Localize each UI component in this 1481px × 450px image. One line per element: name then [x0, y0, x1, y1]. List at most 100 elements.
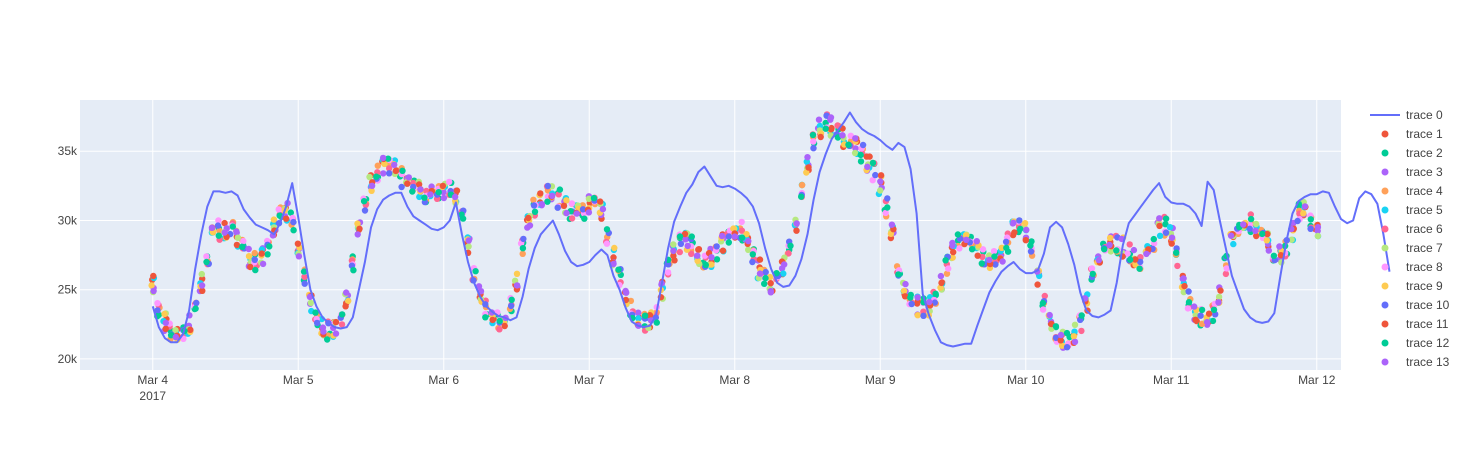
legend-item[interactable]: trace 6	[1381, 222, 1444, 236]
data-point	[877, 187, 884, 194]
data-point	[251, 249, 258, 257]
data-point	[266, 243, 273, 250]
data-point	[229, 223, 236, 230]
data-point	[440, 189, 447, 196]
data-point	[738, 227, 746, 234]
data-point	[368, 187, 375, 194]
data-point	[507, 302, 515, 310]
data-point	[1130, 246, 1138, 254]
series-trace-13	[150, 114, 1322, 346]
legend-marker-swatch	[1381, 301, 1389, 309]
data-point	[635, 309, 642, 316]
data-point	[1314, 224, 1322, 231]
data-point	[573, 210, 580, 217]
legend-item[interactable]: trace 4	[1381, 184, 1444, 198]
data-point	[380, 170, 387, 177]
legend-item[interactable]: trace 7	[1381, 241, 1444, 255]
data-point	[544, 198, 551, 205]
data-point	[549, 192, 556, 199]
data-point	[1150, 235, 1158, 243]
data-point	[1222, 270, 1230, 278]
legend-item[interactable]: trace 12	[1381, 336, 1450, 350]
data-point	[513, 282, 521, 289]
data-point	[563, 209, 570, 217]
legend-item[interactable]: trace 8	[1381, 260, 1444, 274]
data-point	[161, 310, 168, 318]
data-point	[154, 307, 161, 314]
legend-item[interactable]: trace 13	[1381, 355, 1450, 369]
legend-marker-swatch	[1381, 168, 1389, 176]
legend-label: trace 2	[1406, 146, 1443, 160]
data-point	[968, 246, 976, 253]
data-point	[465, 237, 472, 244]
legend-item[interactable]: trace 10	[1381, 298, 1450, 312]
data-point	[150, 287, 157, 295]
y-tick-label: 35k	[58, 144, 78, 158]
data-point	[295, 253, 303, 260]
data-point	[611, 244, 618, 252]
data-point	[1124, 250, 1131, 257]
legend-item[interactable]: trace 1	[1381, 127, 1444, 141]
data-point	[1106, 241, 1113, 249]
legend-item[interactable]: trace 5	[1381, 203, 1444, 217]
data-point	[472, 268, 479, 275]
data-point	[1265, 247, 1273, 254]
series-trace-12	[154, 125, 1315, 343]
x-tick-label: Mar 10	[1007, 373, 1045, 387]
data-point	[538, 201, 545, 208]
data-point	[817, 133, 824, 141]
data-point	[767, 287, 774, 295]
data-point	[1276, 243, 1283, 250]
data-point	[1252, 227, 1259, 235]
data-point	[852, 135, 859, 142]
data-point	[233, 241, 241, 249]
data-point	[793, 220, 800, 227]
legend-label: trace 5	[1406, 203, 1443, 217]
data-point	[1215, 299, 1222, 306]
legend-item[interactable]: trace 9	[1381, 279, 1444, 293]
data-point	[391, 161, 398, 168]
data-point	[585, 195, 593, 202]
data-point	[950, 248, 957, 256]
data-point	[332, 330, 340, 337]
legend-item[interactable]: trace 3	[1381, 165, 1444, 179]
data-point	[773, 270, 780, 277]
data-point	[702, 261, 709, 269]
legend-item[interactable]: trace 0	[1370, 108, 1443, 122]
data-point	[635, 315, 642, 322]
data-point	[356, 225, 363, 232]
data-point	[496, 326, 503, 333]
legend-label: trace 12	[1406, 336, 1450, 350]
data-point	[384, 155, 392, 162]
y-tick-label: 25k	[58, 283, 78, 297]
legend-item[interactable]: trace 2	[1381, 146, 1444, 160]
data-point	[945, 265, 952, 272]
data-point	[1071, 321, 1079, 328]
data-point	[392, 167, 399, 175]
data-point	[439, 182, 447, 190]
data-point	[1034, 281, 1041, 288]
data-point	[882, 209, 889, 217]
data-point	[258, 250, 265, 257]
data-point	[1210, 306, 1218, 313]
data-point	[1277, 252, 1285, 259]
data-point	[519, 245, 527, 252]
data-point	[943, 270, 951, 277]
legend-marker-swatch	[1381, 206, 1389, 214]
legend-item[interactable]: trace 11	[1381, 317, 1449, 331]
data-point	[354, 231, 361, 238]
data-point	[694, 257, 701, 265]
data-point	[508, 296, 515, 303]
data-point	[845, 141, 852, 148]
data-point	[1021, 220, 1029, 227]
data-point	[453, 187, 461, 194]
data-point	[1227, 232, 1235, 239]
data-point	[482, 314, 489, 321]
legend[interactable]: trace 0 trace 1 trace 2 trace 3 trace 4 trace…	[1370, 108, 1450, 369]
data-point	[942, 257, 949, 264]
data-point	[187, 326, 194, 333]
data-point	[1173, 249, 1180, 256]
data-point	[864, 163, 871, 170]
data-point	[1132, 256, 1139, 263]
data-point	[1023, 226, 1030, 234]
